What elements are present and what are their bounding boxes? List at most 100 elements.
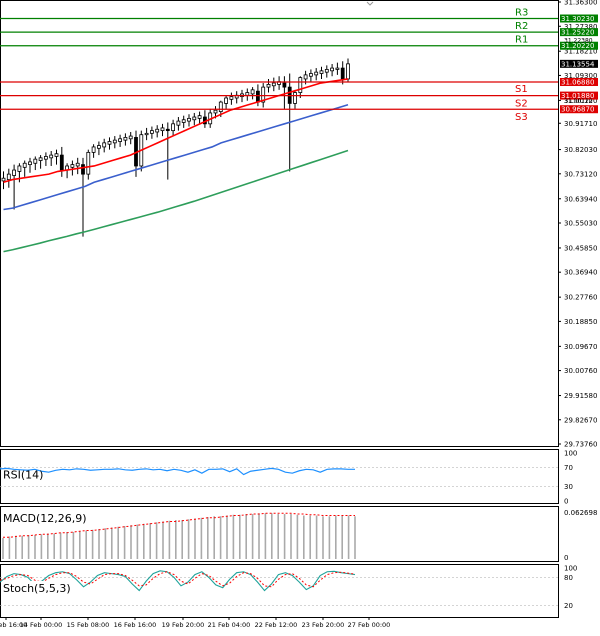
level-value-box	[560, 41, 598, 50]
candle-body	[38, 157, 43, 161]
stoch-title: Stoch(5,5,3)	[3, 582, 71, 595]
candle-body	[1, 177, 6, 182]
candle-body	[197, 115, 202, 119]
candle-body	[282, 82, 287, 88]
level-value-box	[560, 78, 598, 87]
macd-axis-label: 0.062698	[564, 509, 597, 517]
candle-body	[261, 86, 266, 103]
candle-body	[298, 77, 303, 93]
level-label-r3: R3	[515, 8, 528, 19]
candle-body	[213, 109, 218, 114]
x-tick-label: 27 Feb 00:00	[348, 621, 391, 629]
level-label-s3: S3	[515, 112, 528, 123]
price-axis-label: 29.82670	[564, 416, 597, 424]
rsi-axis-label: 0	[564, 498, 568, 506]
price-axis-label: 31.00120	[564, 97, 597, 105]
candle-body	[107, 141, 112, 145]
candle-body	[192, 116, 197, 121]
x-tick-label: 19 Feb 20:00	[162, 621, 205, 629]
macd-panel	[0, 506, 559, 562]
candle-body	[44, 156, 48, 160]
candle-body	[319, 70, 324, 74]
candles	[1, 58, 350, 237]
stoch-main-line	[0, 570, 356, 592]
price-axis-label: 30.91710	[564, 120, 597, 128]
price-axis-label: 30.00760	[564, 367, 597, 375]
price-axis-label: 30.82030	[564, 146, 597, 154]
candle-body	[271, 82, 276, 87]
candle-body	[245, 92, 250, 96]
candle-body	[28, 161, 32, 166]
candle-body	[218, 101, 223, 112]
level-value: 31.25220	[561, 29, 594, 37]
macd-axis-label: 0	[564, 554, 568, 562]
price-axis-label: 30.09670	[564, 343, 597, 351]
candle-body	[33, 158, 38, 164]
x-tick-label: 21 Feb 04:00	[208, 621, 251, 629]
candle-body	[97, 145, 101, 149]
level-value: 31.06880	[561, 79, 594, 87]
price-axis-label: 29.73760	[564, 441, 597, 449]
price-axis-label: 30.55030	[564, 220, 597, 228]
x-tick-label: 23 Feb 20:00	[302, 621, 345, 629]
price-axis-label: 30.45850	[564, 244, 597, 252]
candle-body	[70, 164, 75, 168]
candle-body	[123, 137, 128, 141]
main-panel	[0, 0, 559, 447]
ma-slow-line	[3, 149, 349, 253]
candle-body	[149, 130, 154, 134]
price-axis-label: 30.63940	[564, 195, 597, 203]
candle-body	[155, 128, 160, 133]
candle-body	[335, 67, 340, 70]
candle-body	[59, 154, 64, 171]
candle-body	[303, 74, 308, 80]
stoch-title-bg	[2, 581, 70, 594]
level-label-r2: R2	[515, 21, 528, 32]
level-value: 31.01880	[561, 92, 594, 100]
stoch-signal-line	[0, 571, 356, 588]
price-axis-label: 31.22380	[564, 37, 593, 44]
rsi-line	[0, 467, 355, 476]
ma-fast-line	[3, 78, 349, 184]
stoch-panel	[0, 564, 559, 618]
rsi-panel	[0, 449, 559, 504]
level-value: 31.30230	[561, 15, 594, 23]
candle-body	[6, 173, 11, 180]
candle-body	[176, 120, 181, 126]
price-axis-label: 30.18850	[564, 318, 597, 326]
candle-body	[187, 117, 191, 122]
candle-body	[165, 128, 170, 132]
level-label-r1: R1	[515, 35, 528, 46]
candle-body	[144, 132, 149, 136]
candle-body	[49, 154, 54, 159]
price-axis-label: 30.73120	[564, 170, 597, 178]
candle-body	[266, 83, 271, 88]
x-tick-label: 15 Feb 08:00	[67, 621, 110, 629]
price-axis-label: 31.09300	[564, 72, 597, 80]
current-price-box	[560, 59, 598, 68]
stoch-axis-label: 80	[564, 574, 573, 582]
candle-body	[54, 153, 59, 157]
candle-body	[118, 138, 122, 142]
x-tick-label: 13 Feb 16:00	[0, 621, 27, 629]
price-axis-label: 31.00120	[564, 98, 593, 105]
candle-body	[229, 96, 234, 100]
x-tick-label: 14 Feb 00:00	[20, 621, 63, 629]
x-tick-label: 22 Feb 12:00	[255, 621, 298, 629]
x-tick-label: 16 Feb 16:00	[114, 621, 157, 629]
scroll-marker	[366, 1, 374, 6]
candle-body	[330, 67, 335, 72]
level-value-box	[560, 105, 598, 114]
candle-body	[224, 97, 229, 104]
rsi-axis-label: 100	[564, 450, 577, 458]
candle-body	[91, 146, 96, 153]
rsi-axis-label: 30	[564, 483, 573, 491]
level-value-box	[560, 14, 598, 23]
candle-body	[17, 165, 22, 172]
price-axis-label: 29.91580	[564, 392, 597, 400]
candle-body	[340, 67, 345, 80]
candle-body	[171, 123, 176, 132]
candle-body	[250, 89, 255, 95]
candle-body	[86, 151, 91, 175]
